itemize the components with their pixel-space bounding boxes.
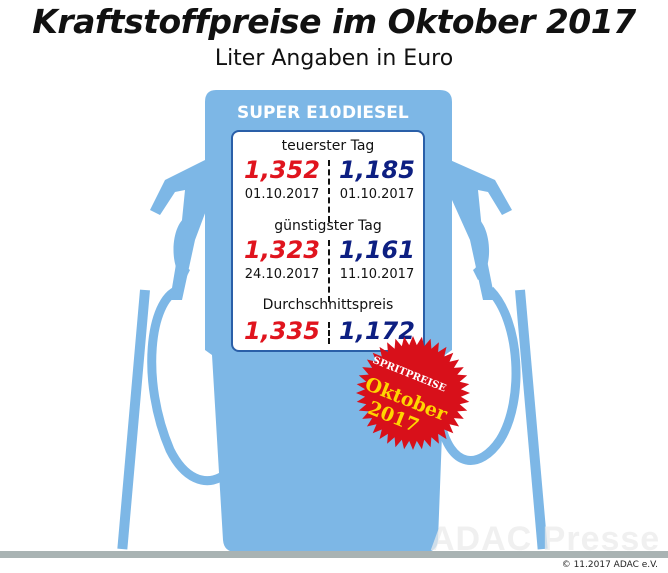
copyright: © 11.2017 ADAC e.V. <box>561 560 658 570</box>
divider <box>328 240 330 302</box>
header-diesel: DIESEL <box>342 103 409 123</box>
diesel-date-most-expensive: 01.10.2017 <box>339 187 415 202</box>
header-super-e10: SUPER E10 <box>237 103 342 123</box>
diesel-price-cheapest: 1,161 <box>339 236 415 264</box>
subtitle: Liter Angaben in Euro <box>214 46 454 71</box>
price-panel: teuerster Tag 1,352 1,185 01.10.2017 01.… <box>231 130 425 352</box>
left-nozzle-icon <box>117 160 210 550</box>
watermark: ADAC Presse <box>430 520 661 558</box>
super-price-cheapest: 1,323 <box>244 236 320 264</box>
row-label-most-expensive: teuerster Tag <box>281 138 375 154</box>
divider <box>328 322 330 344</box>
divider <box>328 160 330 222</box>
ground-bar <box>0 551 668 558</box>
super-price-average: 1,335 <box>244 317 320 345</box>
right-hose <box>435 286 521 465</box>
super-price-most-expensive: 1,352 <box>244 156 320 184</box>
right-nozzle-icon <box>450 160 548 550</box>
super-date-cheapest: 24.10.2017 <box>244 267 320 282</box>
super-date-most-expensive: 01.10.2017 <box>244 187 320 202</box>
title: Kraftstoffpreise im Oktober 2017 <box>32 2 636 41</box>
diesel-price-average: 1,172 <box>339 317 415 345</box>
diesel-date-cheapest: 11.10.2017 <box>339 267 415 282</box>
diesel-price-most-expensive: 1,185 <box>339 156 415 184</box>
row-label-average: Durchschnittspreis <box>262 297 394 313</box>
seal-badge-icon <box>356 336 470 450</box>
row-label-cheapest: günstigster Tag <box>274 218 382 234</box>
